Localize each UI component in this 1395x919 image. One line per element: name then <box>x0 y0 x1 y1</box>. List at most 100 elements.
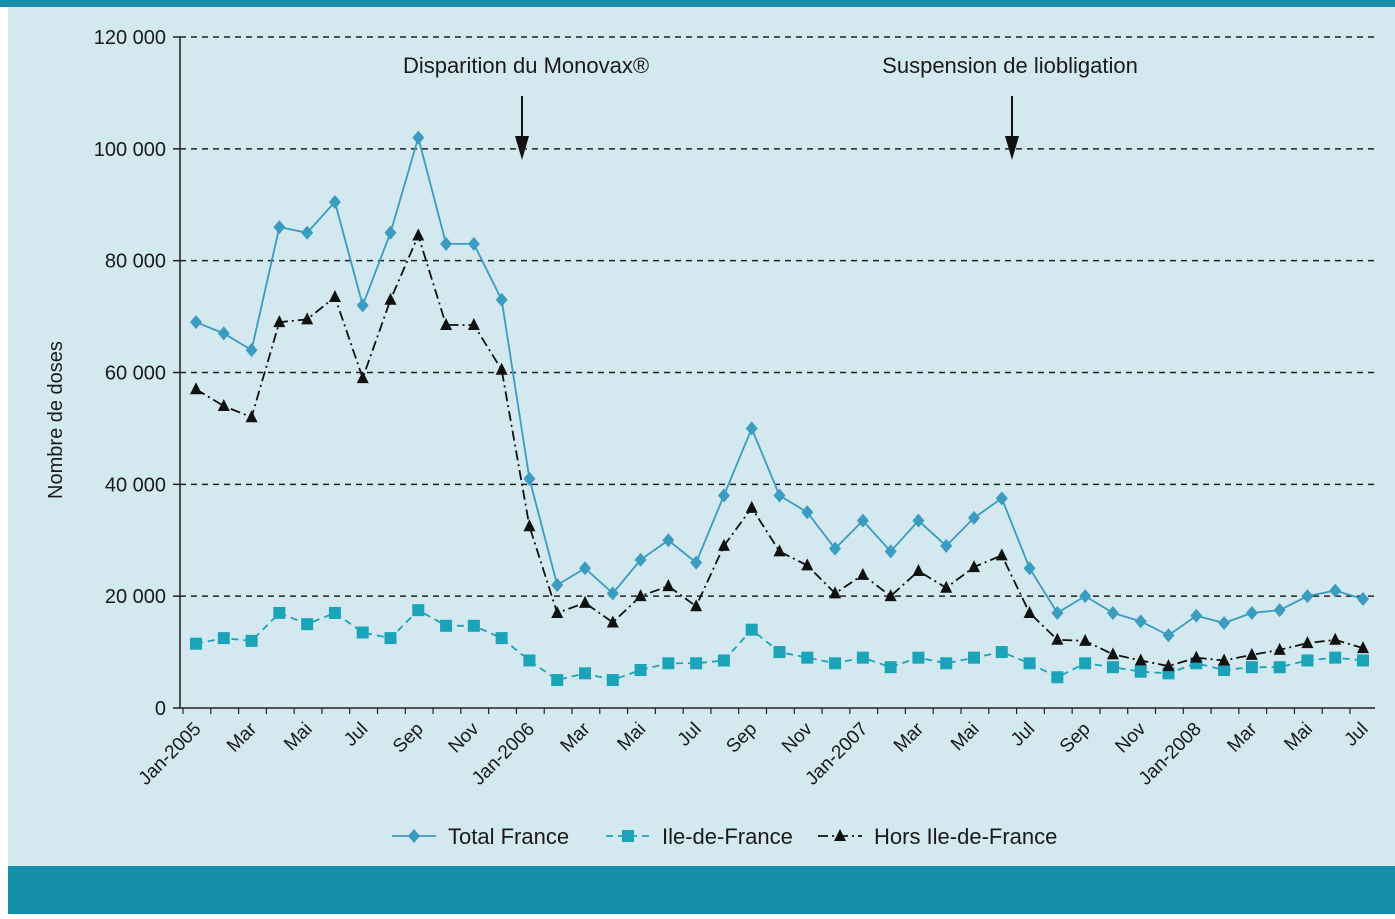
point <box>829 586 842 599</box>
legend-symbol <box>622 830 634 842</box>
y-tick-label: 20 000 <box>105 586 166 608</box>
point <box>1301 654 1314 667</box>
bottom-band <box>8 866 1395 914</box>
point <box>1162 659 1175 672</box>
legend-label: Total France <box>448 824 569 849</box>
point <box>301 312 314 325</box>
point <box>245 343 258 358</box>
point <box>1218 653 1231 666</box>
point <box>912 513 925 528</box>
point <box>217 326 230 341</box>
point <box>606 586 619 601</box>
point <box>551 674 564 687</box>
point <box>884 661 897 674</box>
point <box>245 410 258 423</box>
point <box>1245 605 1258 620</box>
point <box>551 605 564 618</box>
point <box>634 663 647 676</box>
point <box>968 560 980 573</box>
legend-symbol <box>834 829 846 841</box>
point <box>773 488 786 503</box>
point <box>1218 663 1231 676</box>
point <box>884 544 897 559</box>
point <box>1051 632 1064 645</box>
y-tick-label: 100 000 <box>94 139 166 161</box>
point <box>384 225 397 240</box>
annotation-arrow <box>515 96 1019 160</box>
point <box>745 623 758 636</box>
point <box>467 317 480 330</box>
point <box>690 599 703 612</box>
legend-marker <box>834 829 846 841</box>
point <box>884 589 897 602</box>
top-band <box>0 0 1395 7</box>
legend-marker <box>408 829 420 843</box>
legend-symbol <box>408 829 420 843</box>
point <box>217 399 230 412</box>
y-tick-label: 40 000 <box>105 474 166 496</box>
point <box>301 225 314 240</box>
point <box>1273 642 1286 655</box>
point <box>1106 605 1119 620</box>
point <box>995 548 1008 561</box>
point <box>1273 661 1286 674</box>
point <box>1134 665 1147 678</box>
point <box>856 567 869 580</box>
point <box>1218 616 1231 631</box>
point <box>1106 647 1119 660</box>
point <box>523 471 536 486</box>
point <box>1329 632 1342 645</box>
point <box>190 637 202 650</box>
point <box>745 500 758 513</box>
annotation: Disparition du Monovax® <box>403 53 649 78</box>
point <box>579 595 591 608</box>
point <box>1301 589 1314 604</box>
point <box>245 634 258 647</box>
point <box>829 657 842 670</box>
point <box>940 580 953 593</box>
point <box>412 130 425 145</box>
y-tick-label: 120 000 <box>94 27 166 49</box>
point <box>1329 583 1342 598</box>
point <box>328 290 341 303</box>
point <box>1273 603 1286 618</box>
point <box>773 544 786 557</box>
point <box>1357 591 1369 606</box>
point <box>662 533 675 548</box>
point <box>467 236 480 251</box>
point <box>412 228 425 241</box>
point <box>1051 671 1064 684</box>
point <box>801 558 814 571</box>
point <box>523 519 536 532</box>
legend-label: Ile-de-France <box>662 824 793 849</box>
point <box>995 491 1008 506</box>
point <box>495 362 508 375</box>
point <box>190 315 202 330</box>
point <box>829 541 842 556</box>
y-tick-label: 80 000 <box>105 251 166 273</box>
point <box>356 298 369 313</box>
point <box>1134 653 1147 666</box>
point <box>995 646 1008 659</box>
point <box>1023 605 1036 618</box>
point <box>440 619 453 632</box>
point <box>1134 614 1147 629</box>
point <box>384 292 397 305</box>
point <box>1190 608 1203 623</box>
point <box>773 646 786 659</box>
point <box>495 292 508 307</box>
point <box>1357 641 1369 654</box>
point <box>1079 589 1092 604</box>
point <box>745 421 758 436</box>
point <box>551 577 564 592</box>
point <box>912 651 925 664</box>
point <box>968 510 980 525</box>
point <box>523 654 536 667</box>
point <box>606 674 619 687</box>
y-tick-label: 0 <box>155 698 166 720</box>
point <box>1079 657 1092 670</box>
point <box>690 555 703 570</box>
point <box>690 657 703 670</box>
point <box>356 371 369 384</box>
point <box>1023 561 1036 576</box>
